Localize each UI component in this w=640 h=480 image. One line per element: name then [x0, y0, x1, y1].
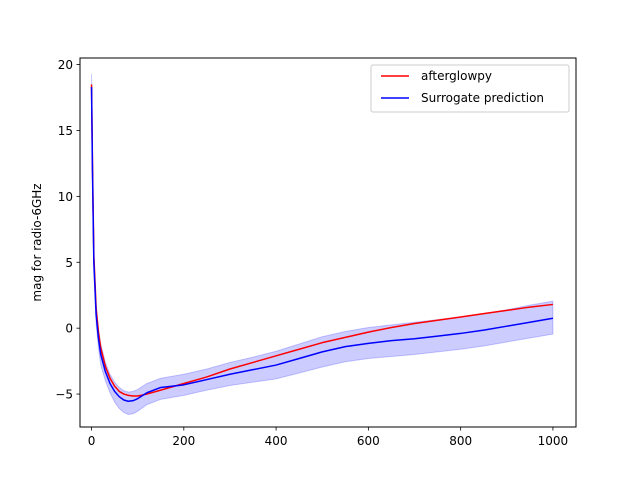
- x-tick-label: 600: [357, 434, 380, 448]
- legend-box: [370, 64, 570, 113]
- y-tick-label: 20: [58, 58, 73, 72]
- legend-label-surrogate: Surrogate prediction: [421, 91, 544, 105]
- y-tick-label: 5: [65, 256, 73, 270]
- uncertainty-band: [91, 73, 554, 415]
- y-tick-label: 10: [58, 190, 73, 204]
- axes-frame: [79, 57, 577, 428]
- x-tick-label: 800: [449, 434, 472, 448]
- x-tick-label: 200: [172, 434, 195, 448]
- y-tick-label: −5: [55, 388, 73, 402]
- y-tick-label: 15: [58, 124, 73, 138]
- y-tick-label: 0: [65, 322, 73, 336]
- axis-ticks: 0 200 400 600 800 1000 −5 0 5 10 15 20: [55, 58, 568, 448]
- series-line-surrogate: [90, 86, 554, 403]
- series-line-afterglowpy: [90, 84, 554, 397]
- x-tick-label: 0: [88, 434, 96, 448]
- x-tick-label: 1000: [538, 434, 569, 448]
- y-axis-label: mag for radio-6GHz: [30, 183, 44, 301]
- legend-label-afterglowpy: afterglowpy: [421, 69, 492, 83]
- legend: afterglowpy Surrogate prediction: [370, 64, 570, 113]
- x-tick-label: 400: [265, 434, 288, 448]
- plot-area: [90, 73, 554, 415]
